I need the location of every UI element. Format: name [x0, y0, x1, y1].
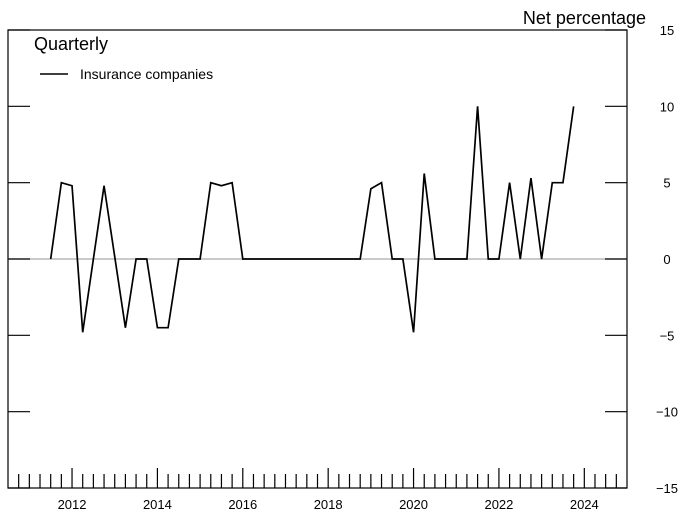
text-layer: Quarterly Net percentage [34, 8, 646, 54]
series-line-insurance-companies [49, 106, 575, 333]
y-tick-label: 15 [660, 23, 674, 38]
legend: Insurance companies [40, 66, 213, 82]
y-axis-unit-label: Net percentage [523, 8, 646, 28]
y-tick-label: 5 [663, 176, 670, 191]
x-tick-label: 2020 [399, 497, 428, 512]
x-tick-label: 2016 [228, 497, 257, 512]
x-tick-label: 2022 [484, 497, 513, 512]
y-tick-label: −10 [656, 405, 678, 420]
y-tick-label: −5 [660, 328, 675, 343]
x-tick-label: 2014 [143, 497, 172, 512]
chart-title: Quarterly [34, 34, 108, 54]
x-tick-label: 2018 [314, 497, 343, 512]
y-tick-label: −15 [656, 481, 678, 496]
tick-layer: 15 10 5 0 −5 −10 −15 2012 2014 2016 2018 2020 2022 20… [8, 23, 678, 512]
x-tick-label: 2024 [570, 497, 599, 512]
y-tick-label: 0 [663, 252, 670, 267]
y-tick-label: 10 [660, 99, 674, 114]
series-layer [49, 106, 575, 333]
x-tick-label: 2012 [58, 497, 87, 512]
legend-label: Insurance companies [80, 66, 213, 82]
